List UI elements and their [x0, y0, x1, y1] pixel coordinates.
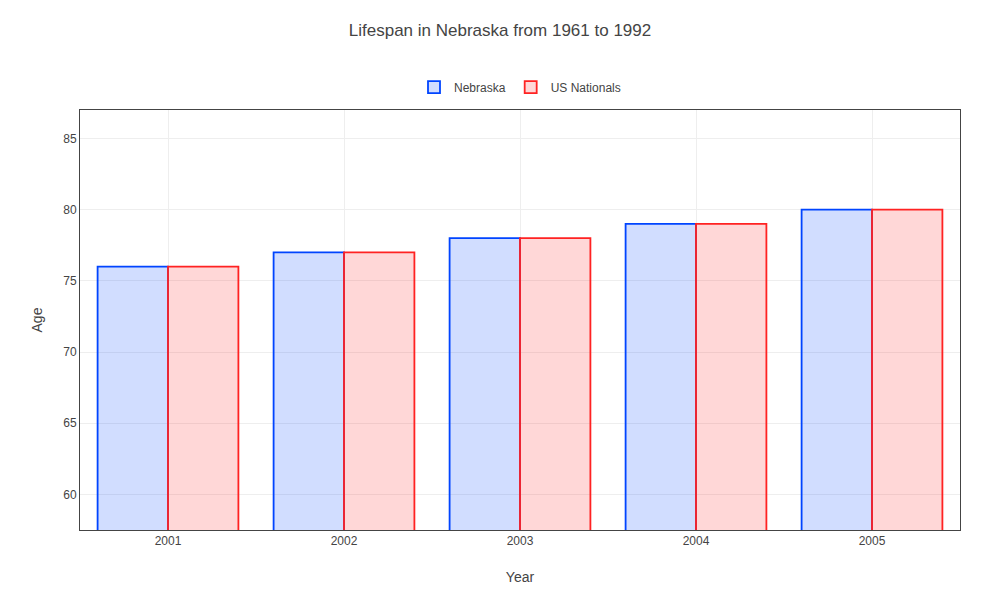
svg-text:80: 80: [63, 203, 77, 217]
svg-text:2001: 2001: [155, 534, 182, 548]
svg-text:70: 70: [63, 345, 77, 359]
svg-text:2002: 2002: [331, 534, 358, 548]
svg-text:75: 75: [63, 274, 77, 288]
svg-text:2005: 2005: [859, 534, 886, 548]
svg-text:65: 65: [63, 416, 77, 430]
svg-text:US Nationals: US Nationals: [551, 81, 621, 95]
svg-text:2003: 2003: [507, 534, 534, 548]
svg-text:Year: Year: [506, 569, 535, 585]
svg-text:85: 85: [63, 132, 77, 146]
svg-text:Nebraska: Nebraska: [454, 81, 506, 95]
svg-text:Age: Age: [29, 307, 45, 332]
svg-text:2004: 2004: [683, 534, 710, 548]
svg-text:60: 60: [63, 488, 77, 502]
svg-text:Lifespan in Nebraska from 1961: Lifespan in Nebraska from 1961 to 1992: [349, 21, 651, 40]
